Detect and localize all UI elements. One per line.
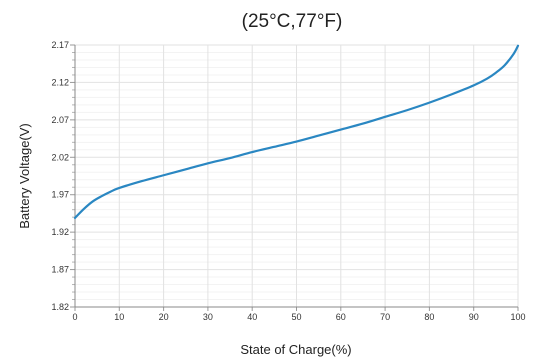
grid (74, 44, 519, 308)
x-axis-title: State of Charge(%) (240, 342, 351, 357)
y-tick-label: 1.92 (51, 227, 69, 237)
x-tick-label: 50 (291, 312, 301, 322)
y-tick-label: 1.82 (51, 302, 69, 312)
y-axis-title: Battery Voltage(V) (17, 123, 32, 229)
x-tick-label: 20 (159, 312, 169, 322)
y-tick-label: 2.02 (51, 152, 69, 162)
x-tick-label: 80 (424, 312, 434, 322)
x-tick-label: 90 (469, 312, 479, 322)
x-tick-label: 100 (510, 312, 525, 322)
y-tick-label: 1.97 (51, 190, 69, 200)
series-line (73, 44, 520, 220)
x-tick-label: 0 (72, 312, 77, 322)
y-tick-label: 2.07 (51, 115, 69, 125)
x-tick-label: 60 (336, 312, 346, 322)
x-tick-label: 40 (247, 312, 257, 322)
chart-title: (25°C,77°F) (242, 11, 343, 32)
y-tick-label: 1.87 (51, 265, 69, 275)
axes: 1.82 1.87 1.92 1.97 2.02 2.07 2.12 2.17 0 10 20 30 4… (51, 40, 525, 322)
x-tick-label: 30 (203, 312, 213, 322)
series-layer (73, 44, 520, 220)
y-tick-label: 2.12 (51, 77, 69, 87)
x-tick-label: 10 (114, 312, 124, 322)
y-tick-label: 2.17 (51, 40, 69, 50)
x-tick-label: 70 (380, 312, 390, 322)
